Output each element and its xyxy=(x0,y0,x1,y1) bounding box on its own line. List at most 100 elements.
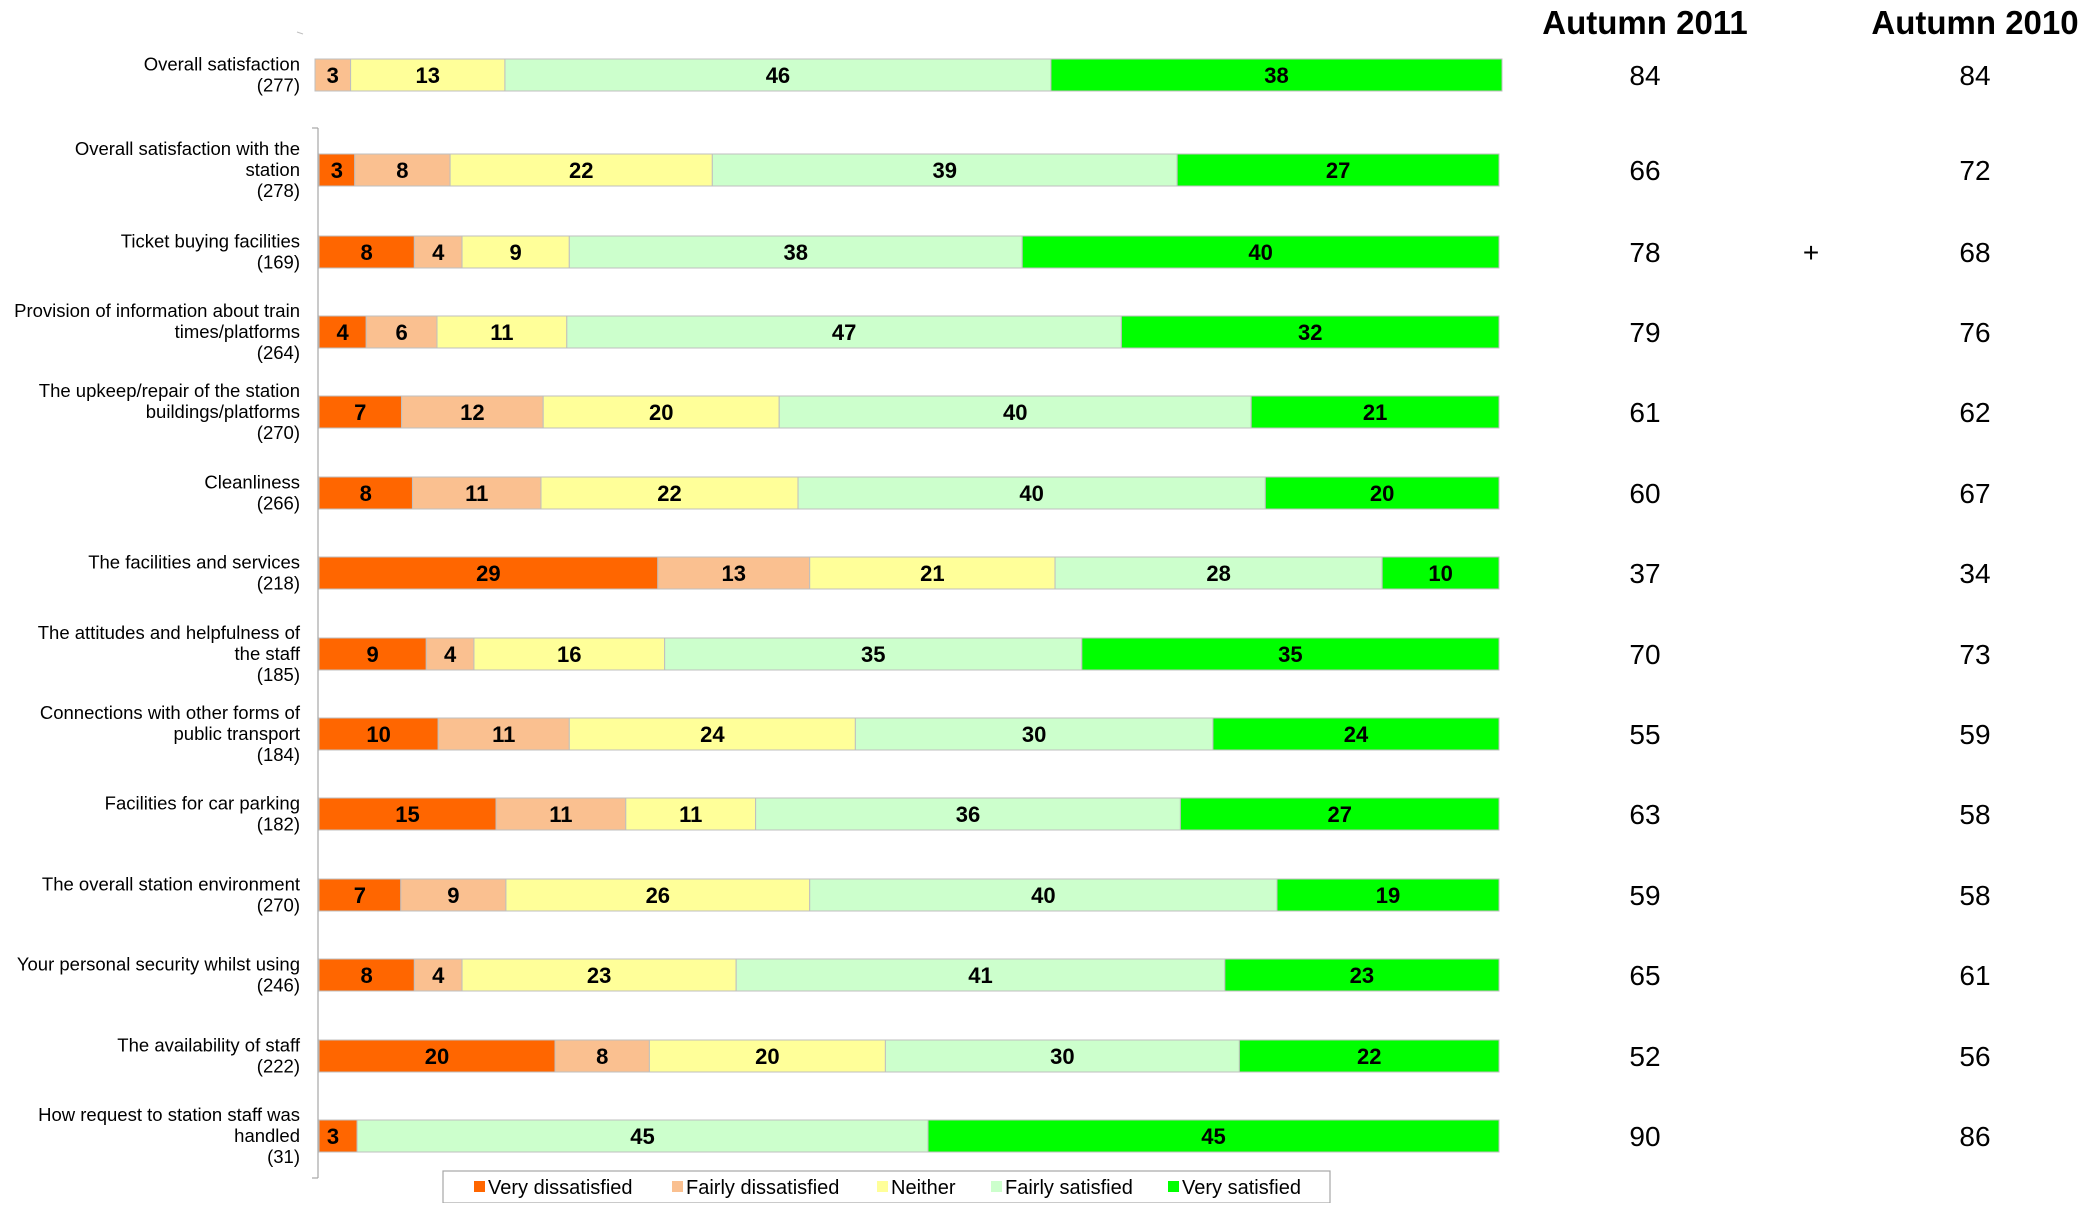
category-label: public transport xyxy=(174,723,300,744)
legend-item: Very satisfied xyxy=(1182,1177,1301,1199)
category-label: station xyxy=(245,159,300,180)
bar-segment xyxy=(927,1119,1500,1153)
category-label: the staff xyxy=(235,643,301,664)
bar-segment xyxy=(1176,153,1500,187)
bar-segment xyxy=(711,153,1178,187)
data-label: 4 xyxy=(444,642,457,667)
bar-segment xyxy=(318,315,367,349)
bar-segment xyxy=(354,153,451,187)
data-label: 8 xyxy=(596,1044,608,1069)
bar-segment xyxy=(1381,556,1500,590)
bar-segment xyxy=(1081,637,1500,671)
bar-segment xyxy=(461,958,737,992)
legend-item: Very dissatisfied xyxy=(488,1177,633,1199)
category-label: buildings/platforms xyxy=(146,401,300,422)
bar-segment xyxy=(318,476,413,510)
bar-segment xyxy=(400,878,507,912)
bar-segment xyxy=(854,717,1214,751)
axis-tick-top xyxy=(296,31,304,35)
legend-swatch xyxy=(672,1181,683,1192)
bar-segment xyxy=(318,235,415,269)
data-label: 22 xyxy=(657,481,681,506)
data-label: 3 xyxy=(331,158,343,183)
data-label: 40 xyxy=(1031,883,1055,908)
category-label: times/platforms xyxy=(175,321,300,342)
bar-segment xyxy=(1050,58,1503,92)
data-label: 12 xyxy=(460,400,484,425)
score-autumn-2010: 58 xyxy=(1959,799,1990,830)
data-label: 9 xyxy=(367,642,379,667)
score-autumn-2010: 59 xyxy=(1959,719,1990,750)
category-label: Overall satisfaction with the xyxy=(75,138,300,159)
category-label: The attitudes and helpfulness of xyxy=(38,622,301,643)
score-autumn-2011: 66 xyxy=(1629,155,1660,186)
score-autumn-2011: 37 xyxy=(1629,558,1660,589)
bar-segment xyxy=(318,1119,358,1153)
score-autumn-2010: 62 xyxy=(1959,397,1990,428)
category-label: Ticket buying facilities xyxy=(121,231,300,252)
bar-segment xyxy=(495,797,627,831)
data-label: 21 xyxy=(1363,400,1387,425)
data-label: 11 xyxy=(465,481,488,506)
bar-segment xyxy=(1264,476,1500,510)
category-label: The facilities and services xyxy=(88,552,300,573)
data-label: 10 xyxy=(366,722,390,747)
bar-segment xyxy=(664,637,1083,671)
category-label: (185) xyxy=(257,664,300,685)
bar-segment xyxy=(568,235,1023,269)
bar-segment xyxy=(657,556,811,590)
data-label: 24 xyxy=(1344,722,1369,747)
data-label: 13 xyxy=(722,561,746,586)
data-label: 4 xyxy=(432,240,445,265)
category-label: Overall satisfaction xyxy=(144,54,300,75)
bar-segment xyxy=(625,797,757,831)
bar-segment xyxy=(1054,556,1383,590)
data-label: 3 xyxy=(327,63,339,88)
category-label: The availability of staff xyxy=(117,1035,301,1056)
category-label: (270) xyxy=(257,422,300,443)
score-autumn-2011: 70 xyxy=(1629,639,1660,670)
category-label: (218) xyxy=(257,573,300,594)
data-label: 29 xyxy=(476,561,500,586)
category-label: Connections with other forms of xyxy=(40,702,301,723)
bar-segment xyxy=(504,58,1052,92)
data-label: 21 xyxy=(920,561,944,586)
data-label: 4 xyxy=(432,963,445,988)
data-label: 15 xyxy=(395,802,419,827)
score-autumn-2011: 65 xyxy=(1629,960,1660,991)
bar-segment xyxy=(473,637,666,671)
category-label: (278) xyxy=(257,180,300,201)
score-autumn-2010: 86 xyxy=(1959,1121,1990,1152)
bar-segment xyxy=(648,1039,886,1073)
data-label: 11 xyxy=(490,320,513,345)
data-label: 23 xyxy=(587,963,611,988)
score-autumn-2010: 58 xyxy=(1959,880,1990,911)
data-label: 10 xyxy=(1428,561,1452,586)
category-label: (182) xyxy=(257,814,300,835)
score-autumn-2010: 67 xyxy=(1959,478,1990,509)
data-label: 47 xyxy=(832,320,856,345)
data-label: 20 xyxy=(649,400,673,425)
score-autumn-2011: 55 xyxy=(1629,719,1660,750)
bar-segment xyxy=(436,315,568,349)
legend-item: Fairly satisfied xyxy=(1005,1177,1133,1199)
bar-segment xyxy=(809,878,1278,912)
data-label: 40 xyxy=(1003,400,1027,425)
score-autumn-2010: 76 xyxy=(1959,317,1990,348)
bar-segment xyxy=(554,1039,650,1073)
category-label: (246) xyxy=(257,975,300,996)
score-autumn-2011: 63 xyxy=(1629,799,1660,830)
category-label: (266) xyxy=(257,493,300,514)
data-label: 35 xyxy=(861,642,885,667)
bar-segment xyxy=(1238,1039,1500,1073)
score-autumn-2011: 59 xyxy=(1629,880,1660,911)
data-label: 7 xyxy=(354,883,366,908)
data-label: 3 xyxy=(327,1124,339,1149)
data-label: 19 xyxy=(1376,883,1400,908)
score-autumn-2010: 72 xyxy=(1959,155,1990,186)
column-header-autumn-2011: Autumn 2011 xyxy=(1542,4,1747,41)
legend-swatch xyxy=(877,1181,888,1192)
category-label: Cleanliness xyxy=(204,472,300,493)
category-label: (184) xyxy=(257,744,300,765)
